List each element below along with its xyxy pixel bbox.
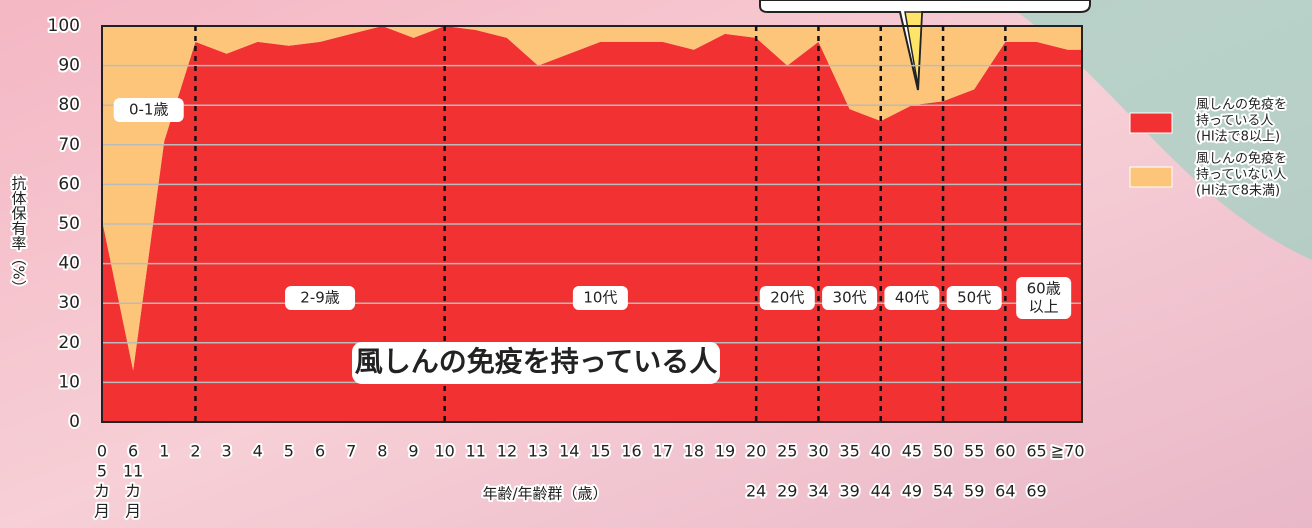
legend-label: 持っていない人: [1196, 168, 1286, 183]
y-tick-label: 80: [58, 95, 80, 115]
x-tick-label: 9: [408, 442, 418, 461]
group-label: 10代: [583, 289, 617, 307]
x-tick-label: 65: [1026, 442, 1046, 461]
y-tick-label: 0: [69, 412, 80, 432]
x-tick-label: 45: [902, 442, 922, 461]
x-tick-label: 12: [497, 442, 517, 461]
x-tick-label: 1: [159, 442, 169, 461]
x-tick-label: 10: [434, 442, 454, 461]
x-tick-label: 55: [964, 442, 984, 461]
legend-label: (HI法で8未満): [1196, 184, 1280, 199]
x-tick-label: 4: [253, 442, 263, 461]
x-tick-label: ≧70: [1051, 442, 1085, 461]
legend-swatch: [1130, 113, 1172, 133]
x-tick-label: カ: [94, 482, 110, 501]
x-tick-label: 50: [933, 442, 953, 461]
x-tick-label: 19: [715, 442, 735, 461]
x-tick-label: 25: [777, 442, 797, 461]
group-label: 60歳: [1027, 280, 1061, 298]
x-tick-label: 54: [933, 482, 953, 501]
group-label: 0-1歳: [129, 101, 169, 119]
x-tick-label: 59: [964, 482, 984, 501]
x-tick-label: 7: [346, 442, 356, 461]
y-axis-title: 抗体保有率（%）: [10, 175, 28, 294]
x-tick-label: 49: [902, 482, 922, 501]
x-tick-label: 40: [871, 442, 891, 461]
x-tick-label: 0: [97, 442, 107, 461]
x-tick-label: 11: [123, 462, 143, 481]
y-tick-label: 50: [58, 214, 80, 234]
x-tick-label: 3: [222, 442, 232, 461]
legend-label: 風しんの免疫を: [1196, 151, 1287, 167]
legend-label: 持っている人: [1196, 114, 1273, 129]
x-tick-label: 34: [808, 482, 828, 501]
group-label: 30代: [833, 289, 867, 307]
x-tick-label: 30: [808, 442, 828, 461]
x-tick-label: 69: [1026, 482, 1046, 501]
x-tick-label: 11: [466, 442, 486, 461]
x-tick-label: 16: [621, 442, 641, 461]
x-tick-label: 39: [839, 482, 859, 501]
x-tick-label: 5: [97, 462, 107, 481]
x-tick-label: 44: [871, 482, 891, 501]
x-tick-label: 29: [777, 482, 797, 501]
x-tick-label: 8: [377, 442, 387, 461]
x-tick-label: 35: [839, 442, 859, 461]
legend-swatch: [1130, 167, 1172, 187]
legend-label: 風しんの免疫を: [1196, 97, 1287, 113]
legend-label: (HI法で8以上): [1196, 130, 1280, 145]
x-tick-label: 15: [590, 442, 610, 461]
x-tick-label: 6: [315, 442, 325, 461]
y-tick-label: 40: [58, 254, 80, 274]
y-tick-label: 20: [58, 333, 80, 353]
x-tick-label: 24: [746, 482, 766, 501]
x-tick-label: 月: [94, 502, 110, 521]
x-tick-label: 64: [995, 482, 1015, 501]
group-label: 40代: [895, 289, 929, 307]
annotation: 風しんの免疫を持っている人: [355, 345, 718, 378]
chart: 抗体保有率（%） 年齢/年齢群（歳） 010203040506070809010…: [0, 0, 1312, 528]
x-tick-label: 18: [684, 442, 704, 461]
x-tick-label: 20: [746, 442, 766, 461]
x-tick-label: 17: [653, 442, 673, 461]
page: 抗体保有率（%） 年齢/年齢群（歳） 010203040506070809010…: [0, 0, 1312, 528]
x-tick-label: 2: [190, 442, 200, 461]
y-tick-label: 30: [58, 293, 80, 313]
x-tick-label: 5: [284, 442, 294, 461]
x-tick-label: 60: [995, 442, 1015, 461]
y-tick-label: 60: [58, 174, 80, 194]
x-tick-label: 13: [528, 442, 548, 461]
x-tick-label: カ: [125, 482, 141, 501]
group-label: 20代: [770, 289, 804, 307]
x-axis-title: 年齢/年齢群（歳）: [482, 485, 607, 503]
group-label: 2-9歳: [300, 289, 340, 307]
y-tick-label: 90: [58, 56, 80, 76]
group-label: 50代: [957, 289, 991, 307]
x-tick-label: 6: [128, 442, 138, 461]
x-tick-label: 14: [559, 442, 579, 461]
group-label: 以上: [1029, 298, 1059, 316]
y-tick-label: 10: [58, 372, 80, 392]
y-tick-label: 100: [48, 16, 80, 36]
x-tick-label: 月: [125, 502, 141, 521]
y-tick-label: 70: [58, 135, 80, 155]
